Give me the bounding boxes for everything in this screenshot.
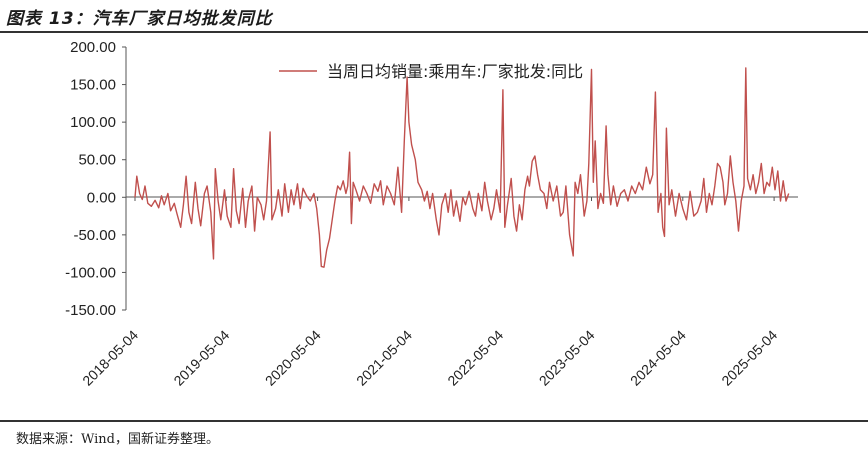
x-tick-label: 2023-05-04 xyxy=(536,327,598,389)
x-tick-label: 2018-05-04 xyxy=(79,327,141,389)
x-tick-label: 2022-05-04 xyxy=(444,327,506,389)
y-tick-label: 0.00 xyxy=(87,189,116,206)
x-tick-label: 2024-05-04 xyxy=(627,327,689,389)
x-axis: 2018-05-04 2019-05-04 2020-05-04 2021-05-04… xyxy=(79,196,798,389)
y-tick-label: 50.00 xyxy=(78,152,116,169)
y-tick-label: -150.00 xyxy=(65,302,116,319)
x-tick-label: 2020-05-04 xyxy=(262,327,324,389)
line-chart: 200.00 150.00 100.00 50.00 0.00 -50.00 -100.00… xyxy=(65,39,798,389)
y-tick-label: 150.00 xyxy=(70,77,116,94)
y-axis: 200.00 150.00 100.00 50.00 0.00 -50.00 -100.00… xyxy=(65,39,127,319)
series-layer xyxy=(134,67,790,268)
x-tick-label: 2021-05-04 xyxy=(353,327,415,389)
bottom-rule xyxy=(0,420,868,422)
figure-title: 图表 13：汽车厂家日均批发同比 xyxy=(6,9,273,29)
y-tick-label: -100.00 xyxy=(65,264,116,281)
x-tick-label: 2025-05-04 xyxy=(718,327,780,389)
x-tick-label: 2019-05-04 xyxy=(170,327,232,389)
series-line-0 xyxy=(134,67,790,268)
source-note: 数据来源：Wind，国新证券整理。 xyxy=(16,432,219,447)
top-rule xyxy=(0,31,868,33)
y-tick-label: 100.00 xyxy=(70,114,116,131)
legend-label: 当周日均销量:乘用车:厂家批发:同比 xyxy=(327,62,583,81)
legend: 当周日均销量:乘用车:厂家批发:同比 xyxy=(279,62,583,81)
y-tick-label: 200.00 xyxy=(70,39,116,56)
y-tick-label: -50.00 xyxy=(73,227,116,244)
